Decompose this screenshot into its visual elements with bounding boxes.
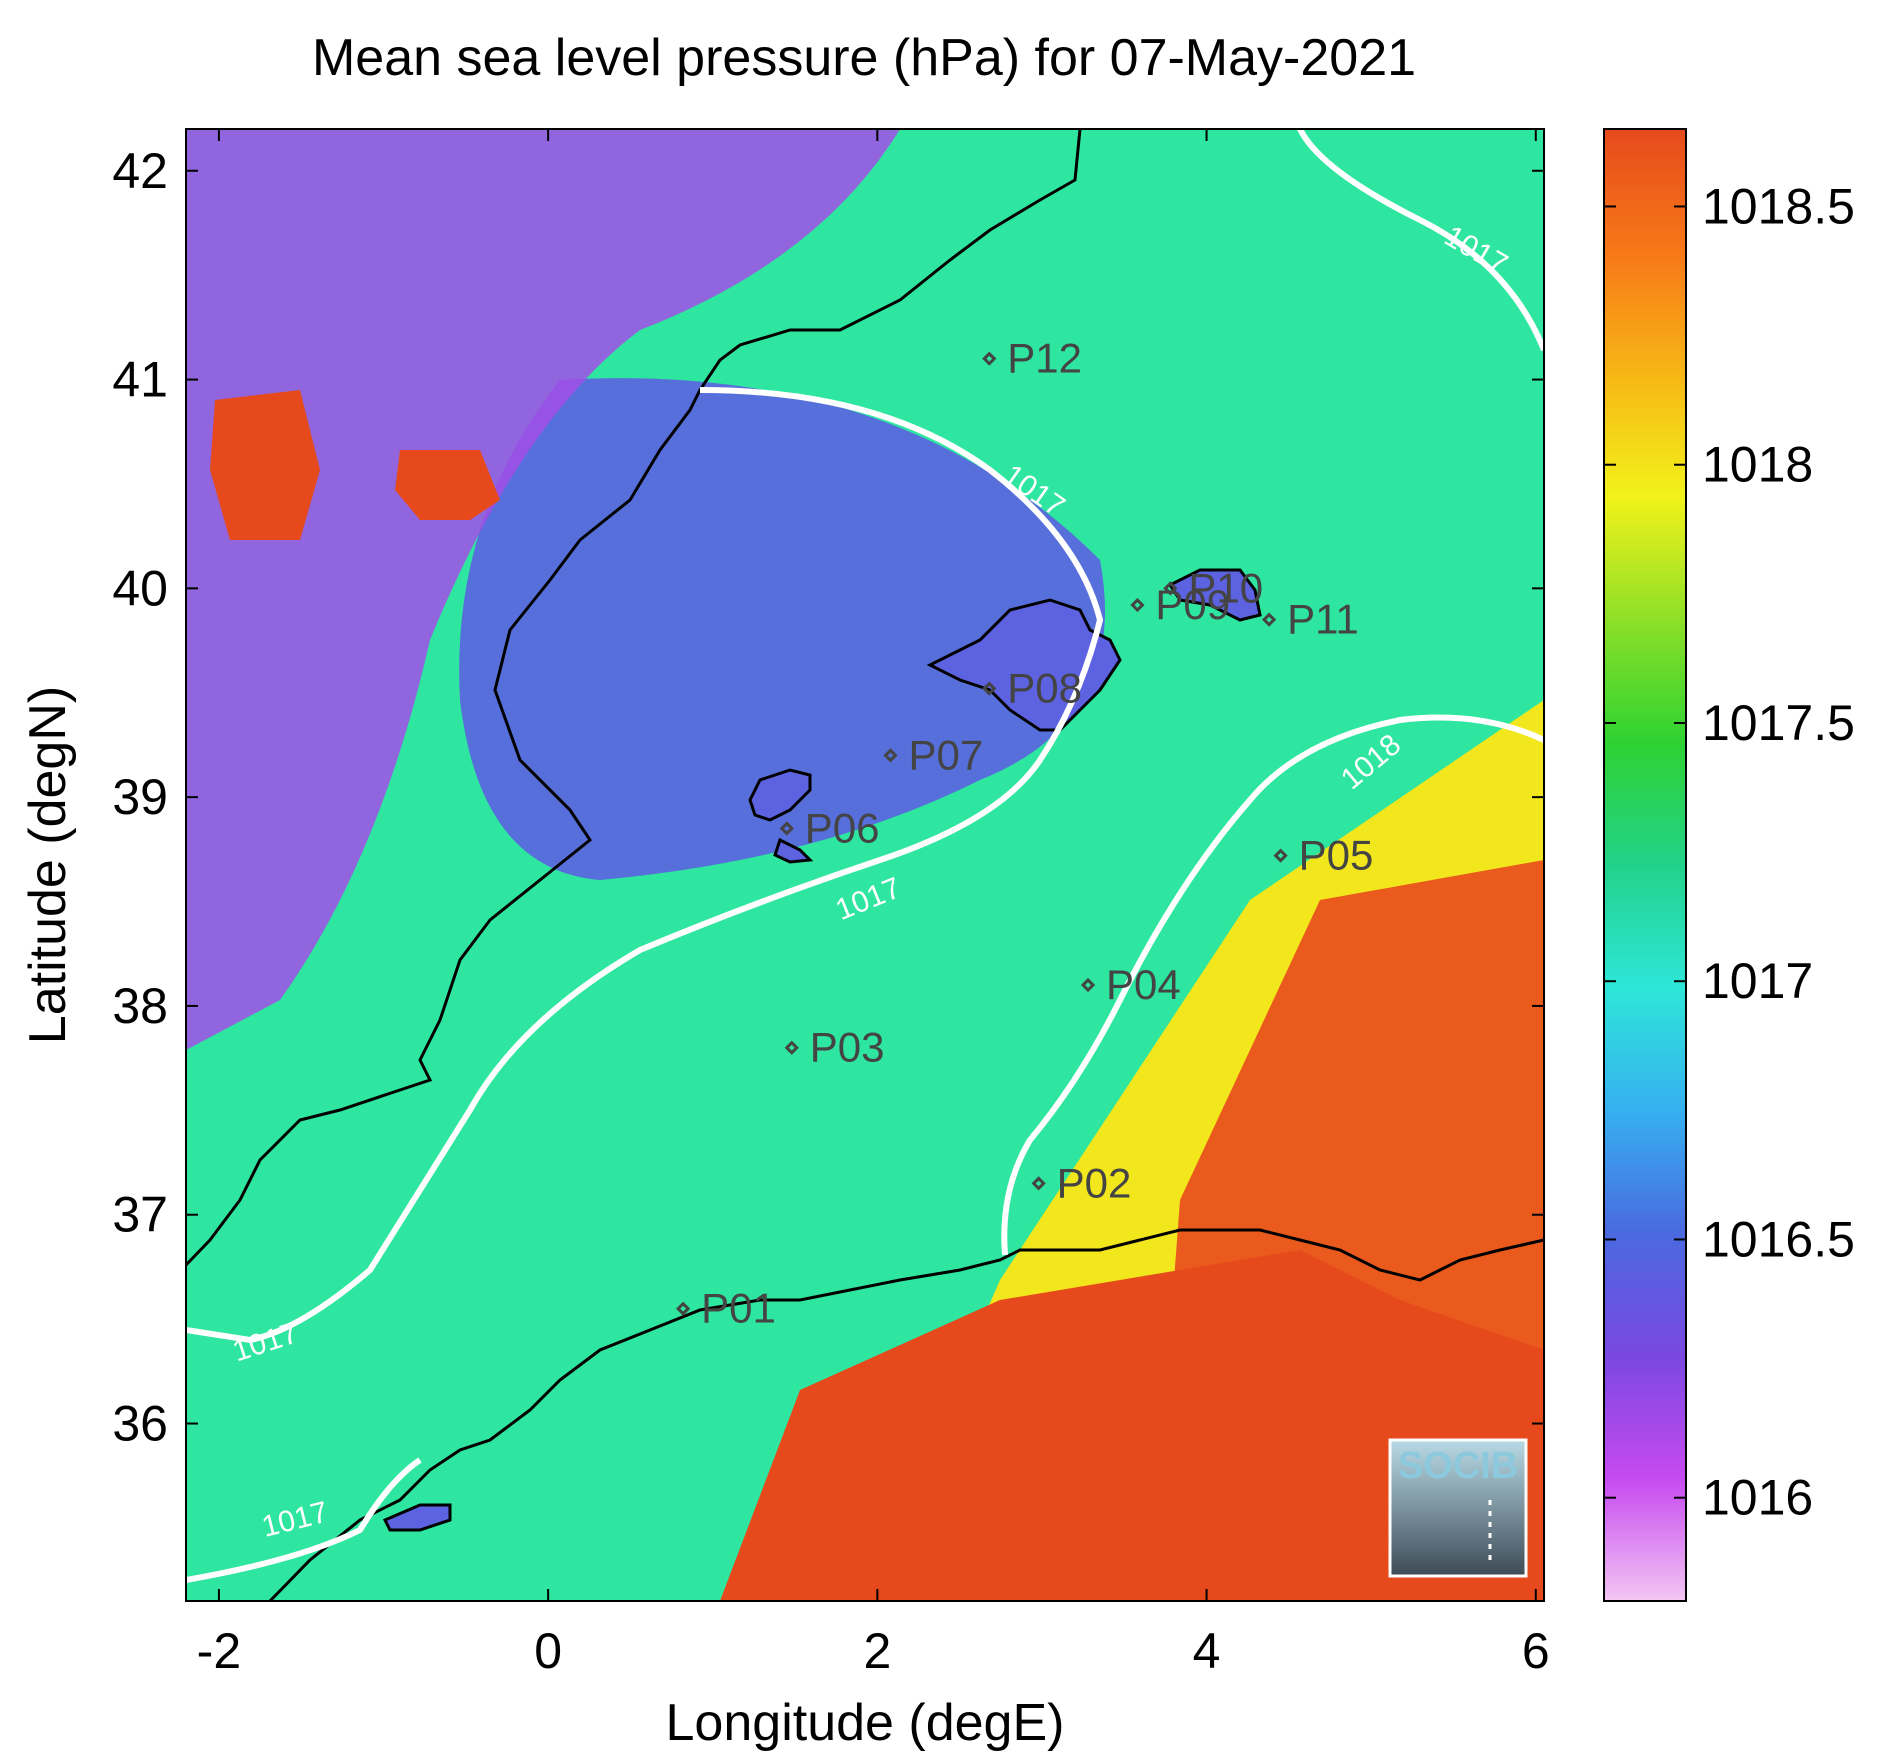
station-label: P12	[1007, 335, 1082, 382]
map-frame	[185, 128, 1545, 1602]
colorbar-ticks: 1016 1016.5 1017 1017.5 1018 1018.5	[1604, 178, 1855, 1526]
colorbar: 1016 1016.5 1017 1017.5 1018 1018.5	[1603, 128, 1855, 1602]
station-marker	[1031, 1176, 1046, 1191]
station-label: P10	[1188, 564, 1263, 611]
coastline-iberia	[186, 129, 1082, 1267]
y-tick-label: 36	[112, 1396, 168, 1452]
x-tick-label: 4	[1193, 1623, 1221, 1679]
station-label: P11	[1287, 596, 1359, 643]
station-marker	[982, 351, 997, 366]
station-label: P08	[1007, 665, 1082, 712]
x-axis-label: Longitude (degE)	[666, 1694, 1065, 1752]
x-axis: -2 0 2 4 6	[197, 129, 1550, 1679]
station-label: P04	[1106, 961, 1181, 1008]
colorbar-tick-label: 1018.5	[1702, 178, 1855, 234]
station-marker	[1261, 612, 1277, 627]
field-africa-high	[720, 1250, 1544, 1601]
chart-title: Mean sea level pressure (hPa) for 07-May…	[312, 29, 1416, 87]
station-marker	[1163, 581, 1178, 596]
isobar-1017-north-east	[1297, 129, 1544, 352]
field-northwest-low	[186, 129, 900, 1050]
x-tick-label: 2	[863, 1623, 891, 1679]
station-marker	[675, 1301, 691, 1316]
isobar-1017-central	[186, 387, 1104, 1344]
station-marker	[982, 681, 997, 696]
x-tick-label: -2	[197, 1623, 241, 1679]
station-label: P01	[701, 1285, 776, 1332]
station-marker	[779, 821, 794, 836]
socib-logo-text: SOCIB	[1398, 1445, 1518, 1487]
field-central-low	[459, 378, 1106, 880]
station-marker	[1130, 597, 1145, 613]
socib-logo: SOCIB	[1388, 1438, 1528, 1578]
colorbar-tick-label: 1016.5	[1702, 1211, 1855, 1267]
station-label: P06	[805, 804, 880, 851]
x-tick-label: 6	[1522, 1623, 1550, 1679]
y-tick-label: 37	[112, 1187, 168, 1243]
station-marker	[1080, 977, 1096, 993]
station-label: P07	[909, 731, 984, 778]
y-axis: 36 37 38 39 40 41 42	[112, 143, 1544, 1452]
field-northwest-hill-2	[395, 450, 500, 520]
station-marker	[784, 1040, 799, 1055]
coastline-africa	[268, 1228, 1544, 1601]
coastline-ibiza	[748, 768, 812, 822]
y-tick-label: 40	[112, 560, 168, 616]
station-label: P03	[810, 1024, 885, 1071]
station-label: P05	[1299, 832, 1374, 879]
field-northwest-hill	[210, 390, 320, 540]
coastline-menorca	[1167, 568, 1262, 622]
coastline-alboran	[382, 1503, 452, 1532]
colorbar-tick-label: 1018	[1702, 437, 1813, 493]
socib-logo-box	[1388, 1438, 1528, 1578]
station-label: P02	[1057, 1159, 1132, 1206]
colorbar-gradient	[1603, 128, 1687, 1602]
station-marker	[883, 748, 898, 763]
colorbar-tick-label: 1017	[1702, 953, 1813, 1009]
colorbar-tick-label: 1017.5	[1702, 695, 1855, 751]
y-tick-label: 38	[112, 978, 168, 1034]
isobar-1018	[1001, 714, 1544, 1256]
map-panel	[186, 129, 1544, 1601]
y-tick-label: 39	[112, 769, 168, 825]
coastline-formentera	[773, 837, 814, 864]
y-tick-label: 41	[112, 352, 168, 408]
y-axis-label: Latitude (degN)	[19, 686, 77, 1044]
isobar-1017-southwest	[186, 1457, 422, 1583]
y-tick-label: 42	[112, 143, 168, 199]
colorbar-tick-label: 1016	[1702, 1470, 1813, 1526]
station-marker	[1273, 848, 1288, 863]
x-tick-label: 0	[534, 1623, 562, 1679]
